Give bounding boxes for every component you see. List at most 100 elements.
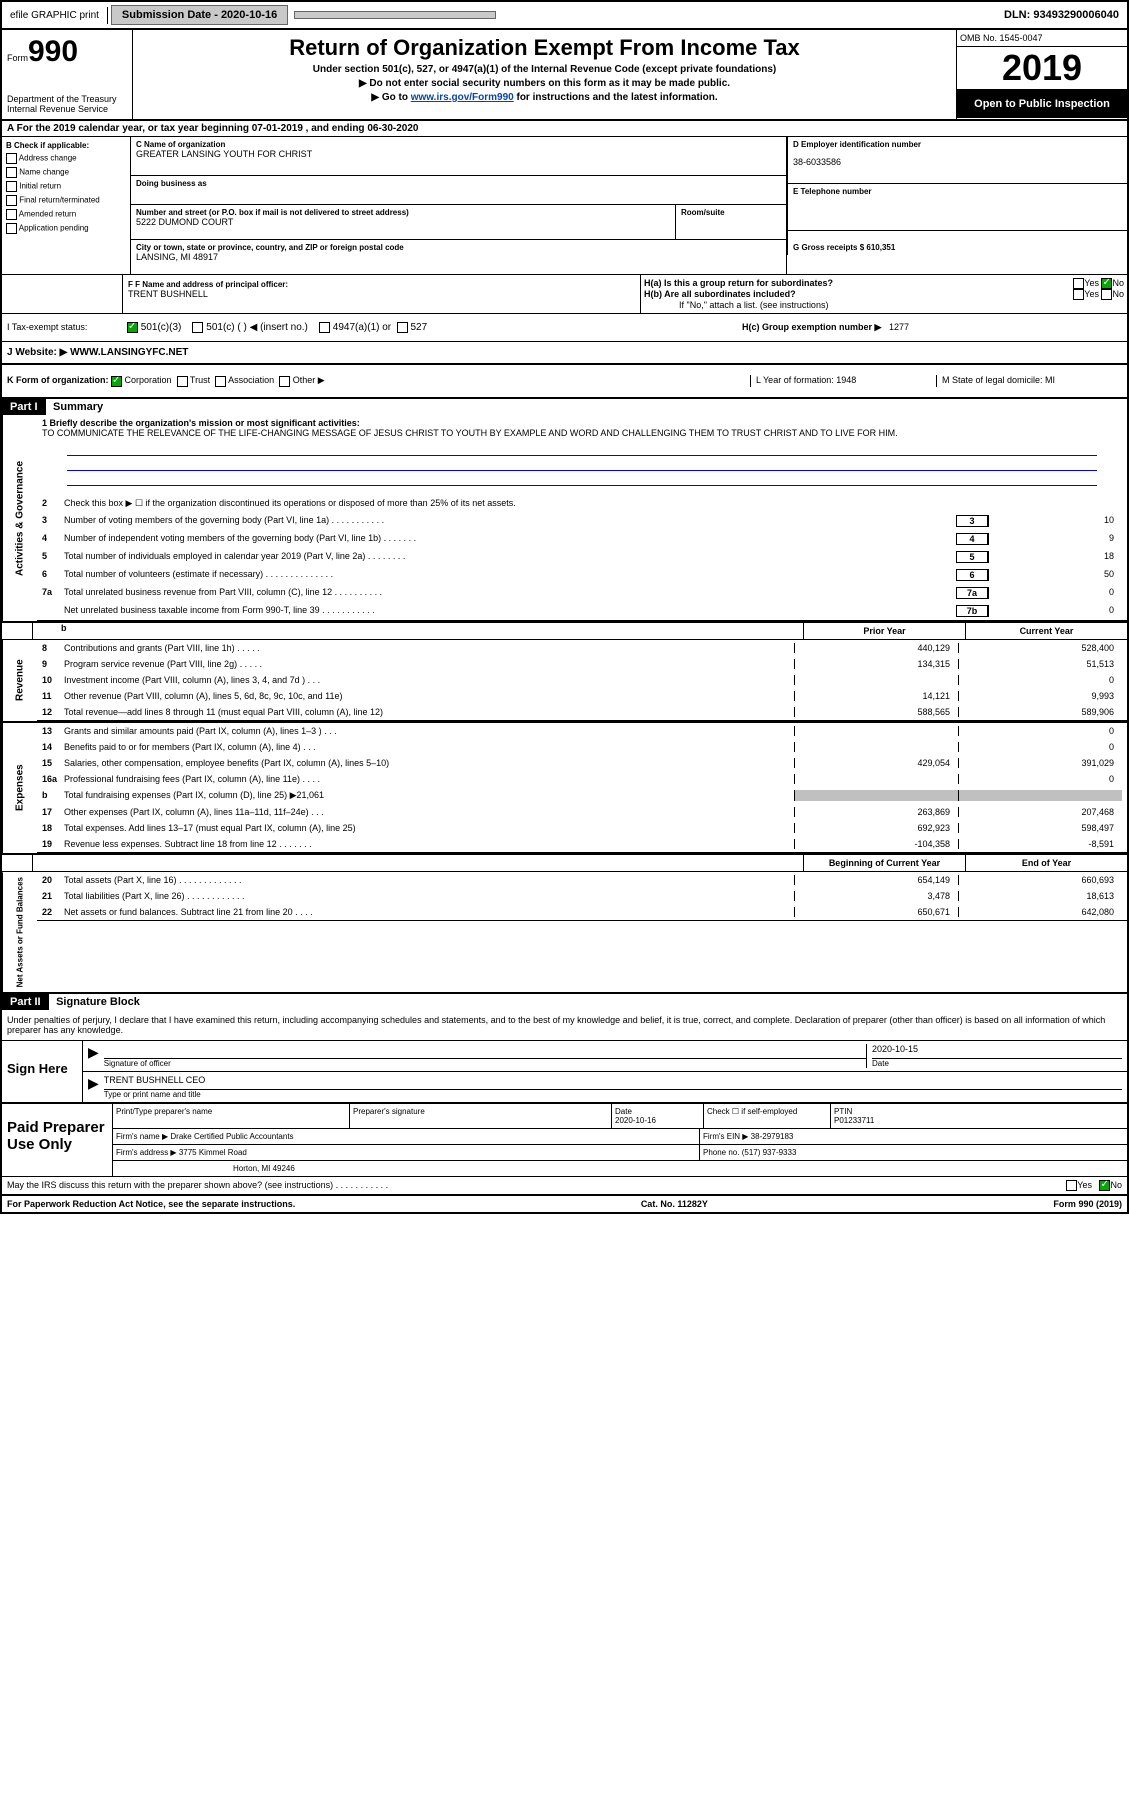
notice2: ▶ Go to www.irs.gov/Form990 for instruct… (138, 92, 951, 103)
discuss-no[interactable] (1099, 1180, 1110, 1191)
side-exp: Expenses (2, 723, 37, 853)
col-c: C Name of organization GREATER LANSING Y… (131, 137, 787, 274)
hb-no[interactable] (1101, 289, 1112, 300)
notice1: ▶ Do not enter social security numbers o… (138, 78, 951, 89)
row-bcdefg: B Check if applicable: Address change Na… (2, 137, 1127, 275)
title-box: Return of Organization Exempt From Incom… (133, 30, 956, 119)
amended-cb[interactable] (6, 209, 17, 220)
city-state: LANSING, MI 48917 (136, 252, 781, 262)
addr-change-cb[interactable] (6, 153, 17, 164)
paid-label: Paid Preparer Use Only (2, 1104, 113, 1176)
irs-link[interactable]: www.irs.gov/Form990 (411, 92, 514, 103)
tax-year: 2019 (957, 47, 1127, 90)
submission-date[interactable]: Submission Date - 2020-10-16 (111, 5, 288, 25)
declaration: Under penalties of perjury, I declare th… (2, 1010, 1127, 1041)
form-990: 990 (28, 35, 78, 68)
initial-cb[interactable] (6, 181, 17, 192)
paperwork: For Paperwork Reduction Act Notice, see … (7, 1199, 295, 1209)
firm-addr2: Horton, MI 49246 (113, 1161, 816, 1176)
c10: 0 (958, 675, 1122, 685)
v3: 10 (988, 515, 1122, 527)
form-ref: Form 990 (2019) (1053, 1199, 1122, 1209)
sign-here: Sign Here (2, 1041, 83, 1102)
sign-block: Sign Here ▶ Signature of officer 2020-10… (2, 1041, 1127, 1104)
ha-yes[interactable] (1073, 278, 1084, 289)
v7a: 0 (988, 587, 1122, 599)
c8: 528,400 (958, 643, 1122, 653)
c11: 9,993 (958, 691, 1122, 701)
open-public: Open to Public Inspection (957, 90, 1127, 118)
v5: 18 (988, 551, 1122, 563)
activities-gov: Activities & Governance 1 Briefly descri… (2, 415, 1127, 623)
part2-hdr: Part II Signature Block (2, 994, 1127, 1010)
v4: 9 (988, 533, 1122, 545)
c12: 589,906 (958, 707, 1122, 717)
c20: 660,693 (958, 875, 1122, 885)
p12: 588,565 (794, 707, 958, 717)
p17: 263,869 (794, 807, 958, 817)
4947-cb[interactable] (319, 322, 330, 333)
final-cb[interactable] (6, 195, 17, 206)
c9: 51,513 (958, 659, 1122, 669)
firm-phone: Phone no. (517) 937-9333 (700, 1145, 1127, 1160)
col-de: D Employer identification number 38-6033… (787, 137, 1127, 274)
name-change-cb[interactable] (6, 167, 17, 178)
form-box: Form990 Department of the TreasuryIntern… (2, 30, 133, 119)
trust-cb[interactable] (177, 376, 188, 387)
efile-label[interactable]: efile GRAPHIC print (2, 7, 108, 24)
main-title: Return of Organization Exempt From Incom… (138, 35, 951, 61)
p8: 440,129 (794, 643, 958, 653)
c22: 642,080 (958, 907, 1122, 917)
mission-line (67, 458, 1097, 471)
subtitle: Under section 501(c), 527, or 4947(a)(1)… (138, 64, 951, 75)
net-assets-section: Net Assets or Fund Balances 20Total asse… (2, 872, 1127, 994)
c15: 391,029 (958, 758, 1122, 768)
assoc-cb[interactable] (215, 376, 226, 387)
app-cb[interactable] (6, 223, 17, 234)
col-b: B Check if applicable: Address change Na… (2, 137, 131, 274)
discuss-yes[interactable] (1066, 1180, 1077, 1191)
firm-ein: Firm's EIN ▶ 38-2979183 (700, 1129, 1127, 1144)
c14: 0 (958, 742, 1122, 752)
hb-yes[interactable] (1073, 289, 1084, 300)
org-name: GREATER LANSING YOUTH FOR CHRIST (136, 149, 781, 159)
527-cb[interactable] (397, 322, 408, 333)
firm-addr: 3775 Kimmel Road (179, 1148, 247, 1157)
mission-line (67, 443, 1097, 456)
arrow-icon: ▶ (88, 1075, 99, 1099)
corp-cb[interactable] (111, 376, 122, 387)
mission-line (67, 473, 1097, 486)
arrow-icon: ▶ (88, 1044, 99, 1068)
blank-btn[interactable] (294, 11, 496, 19)
cat-no: Cat. No. 11282Y (641, 1199, 708, 1209)
street-addr: 5222 DUMOND COURT (136, 217, 670, 227)
state-domicile: M State of legal domicile: MI (936, 375, 1122, 386)
topbar: efile GRAPHIC print Submission Date - 20… (2, 2, 1127, 30)
ein: 38-6033586 (793, 149, 1122, 167)
v7b: 0 (988, 605, 1122, 617)
revenue-section: Revenue 8Contributions and grants (Part … (2, 640, 1127, 723)
501c3-cb[interactable] (127, 322, 138, 333)
beg-end-hdr: Beginning of Current Year End of Year (2, 855, 1127, 872)
p9: 134,315 (794, 659, 958, 669)
prep-date: 2020-10-16 (615, 1116, 656, 1125)
other-cb[interactable] (279, 376, 290, 387)
p15: 429,054 (794, 758, 958, 768)
c21: 18,613 (958, 891, 1122, 901)
omb: OMB No. 1545-0047 (957, 30, 1127, 47)
officer-name: TRENT BUSHNELL CEO (104, 1075, 1122, 1089)
c13: 0 (958, 726, 1122, 736)
website-row: J Website: ▶ WWW.LANSINGYFC.NET (2, 342, 1127, 365)
p20: 654,149 (794, 875, 958, 885)
501c-cb[interactable] (192, 322, 203, 333)
p18: 692,923 (794, 823, 958, 833)
prior-curr-hdr: b Prior Year Current Year (2, 623, 1127, 640)
firm-name: Drake Certified Public Accountants (170, 1132, 293, 1141)
c17: 207,468 (958, 807, 1122, 817)
dln: DLN: 93493290006040 (1004, 9, 1127, 21)
part1-hdr: Part I Summary (2, 399, 1127, 415)
mission: TO COMMUNICATE THE RELEVANCE OF THE LIFE… (42, 428, 898, 438)
group-exemption: 1277 (889, 322, 909, 332)
sign-date: 2020-10-15 (872, 1044, 1122, 1058)
ha-no[interactable] (1101, 278, 1112, 289)
